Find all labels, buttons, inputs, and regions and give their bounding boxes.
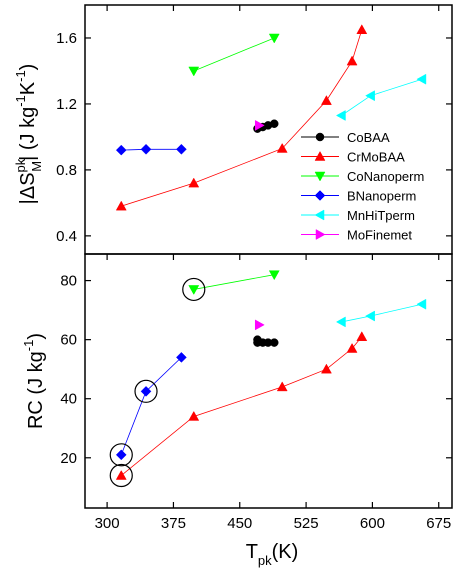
y-tick-label: 1.6	[56, 30, 77, 47]
data-point	[268, 270, 280, 281]
top-series	[115, 24, 427, 211]
x-tick-label: 300	[95, 515, 120, 532]
data-point	[269, 338, 279, 347]
y-tick-label: 20	[60, 450, 77, 467]
data-point	[115, 144, 127, 156]
data-point	[276, 381, 288, 392]
top-ylabel-unit-mid: K	[17, 81, 39, 95]
data-point	[356, 24, 368, 34]
legend-label: CoNanoperm	[347, 169, 424, 184]
xlabel-end: (K)	[272, 541, 299, 563]
bottom-ylabel-sup: -1	[21, 340, 36, 352]
bottom-y-axis-label: RC (J kg-1)	[21, 333, 47, 429]
series-line	[341, 78, 423, 116]
data-point	[315, 229, 326, 240]
x-tick-label: 450	[227, 515, 252, 532]
bottom-plot-frame	[84, 253, 453, 509]
legend-label: CoBAA	[347, 130, 390, 145]
data-point	[346, 55, 358, 66]
data-point	[365, 310, 375, 322]
highlight-circle	[182, 277, 206, 302]
x-tick-label: 675	[426, 515, 451, 532]
data-point	[314, 190, 326, 201]
legend: CoBAA CrMoBAA CoNanoperm BNanoperm MnHiTperm…	[301, 130, 424, 243]
top-ylabel-unit: | (J kg	[17, 107, 39, 161]
x-axis-label: Tpk(K)	[246, 541, 299, 568]
bottom-y-ticks: 20 40 60 80	[60, 273, 452, 467]
x-tick-label: 525	[294, 515, 319, 532]
data-point	[356, 331, 368, 341]
data-point	[115, 200, 127, 211]
top-ylabel-unit-end: )	[17, 64, 39, 71]
bottom-series	[115, 270, 427, 480]
data-point	[254, 319, 265, 331]
highlight-circle	[109, 443, 133, 467]
data-point	[176, 352, 187, 363]
data-point	[140, 143, 152, 155]
data-point	[335, 110, 346, 121]
y-tick-label: 40	[60, 391, 77, 408]
data-point	[346, 342, 358, 353]
y-tick-label: 0.8	[56, 162, 77, 179]
data-point	[254, 119, 265, 131]
top-ylabel-unit-sup1: -1	[13, 95, 28, 107]
top-ylabel-sup: pk	[13, 158, 28, 172]
top-ylabel-unit-sup2: -1	[13, 70, 28, 82]
data-point	[140, 385, 152, 397]
data-point	[188, 285, 200, 295]
data-point	[276, 142, 288, 153]
y-tick-label: 1.2	[56, 96, 77, 113]
data-point	[268, 33, 280, 44]
bottom-ylabel-main: RC (J kg	[25, 351, 47, 429]
data-point	[315, 132, 325, 142]
x-tick-label: 375	[161, 515, 186, 532]
data-point	[365, 90, 375, 102]
top-ylabel-sub: M	[29, 161, 44, 172]
data-point	[314, 150, 326, 161]
data-point	[320, 363, 332, 374]
data-point	[314, 209, 325, 221]
bottom-x-ticks: 300 375 450 525 600 675	[95, 5, 451, 532]
top-ylabel-main: |ΔS	[17, 172, 39, 204]
xlabel-sub: pk	[258, 553, 272, 568]
data-point	[314, 171, 326, 182]
data-point	[188, 66, 200, 77]
xlabel-main: T	[246, 541, 258, 563]
top-y-ticks: 0.4 0.8 1.2 1.6	[56, 30, 452, 245]
y-tick-label: 60	[60, 332, 77, 349]
data-point	[320, 95, 332, 105]
legend-label: BNanoperm	[347, 189, 416, 204]
data-point	[176, 143, 187, 155]
data-point	[115, 449, 127, 461]
series-line	[341, 303, 423, 323]
series-line	[121, 148, 182, 151]
legend-label: MnHiTperm	[347, 208, 415, 223]
highlight-circle	[134, 379, 158, 403]
top-y-axis-label: |ΔSpkM| (J kg-1K-1)	[13, 64, 44, 205]
series-line	[120, 357, 182, 455]
highlight-circles	[109, 277, 206, 488]
data-point	[416, 73, 427, 85]
data-point	[115, 469, 127, 480]
series-line	[193, 37, 275, 72]
highlight-circle	[109, 463, 133, 488]
data-point	[188, 177, 200, 188]
series-line	[121, 29, 363, 207]
legend-label: CrMoBAA	[347, 150, 405, 165]
series-line	[121, 336, 363, 476]
data-point	[188, 410, 200, 421]
y-tick-label: 80	[60, 273, 77, 290]
legend-label: MoFinemet	[347, 228, 412, 243]
x-tick-label: 600	[360, 515, 385, 532]
series-line	[193, 274, 275, 290]
data-point	[416, 298, 427, 310]
data-point	[335, 316, 346, 328]
bottom-ylabel-end: )	[25, 333, 47, 340]
y-tick-label: 0.4	[56, 228, 77, 245]
data-point	[269, 119, 279, 128]
